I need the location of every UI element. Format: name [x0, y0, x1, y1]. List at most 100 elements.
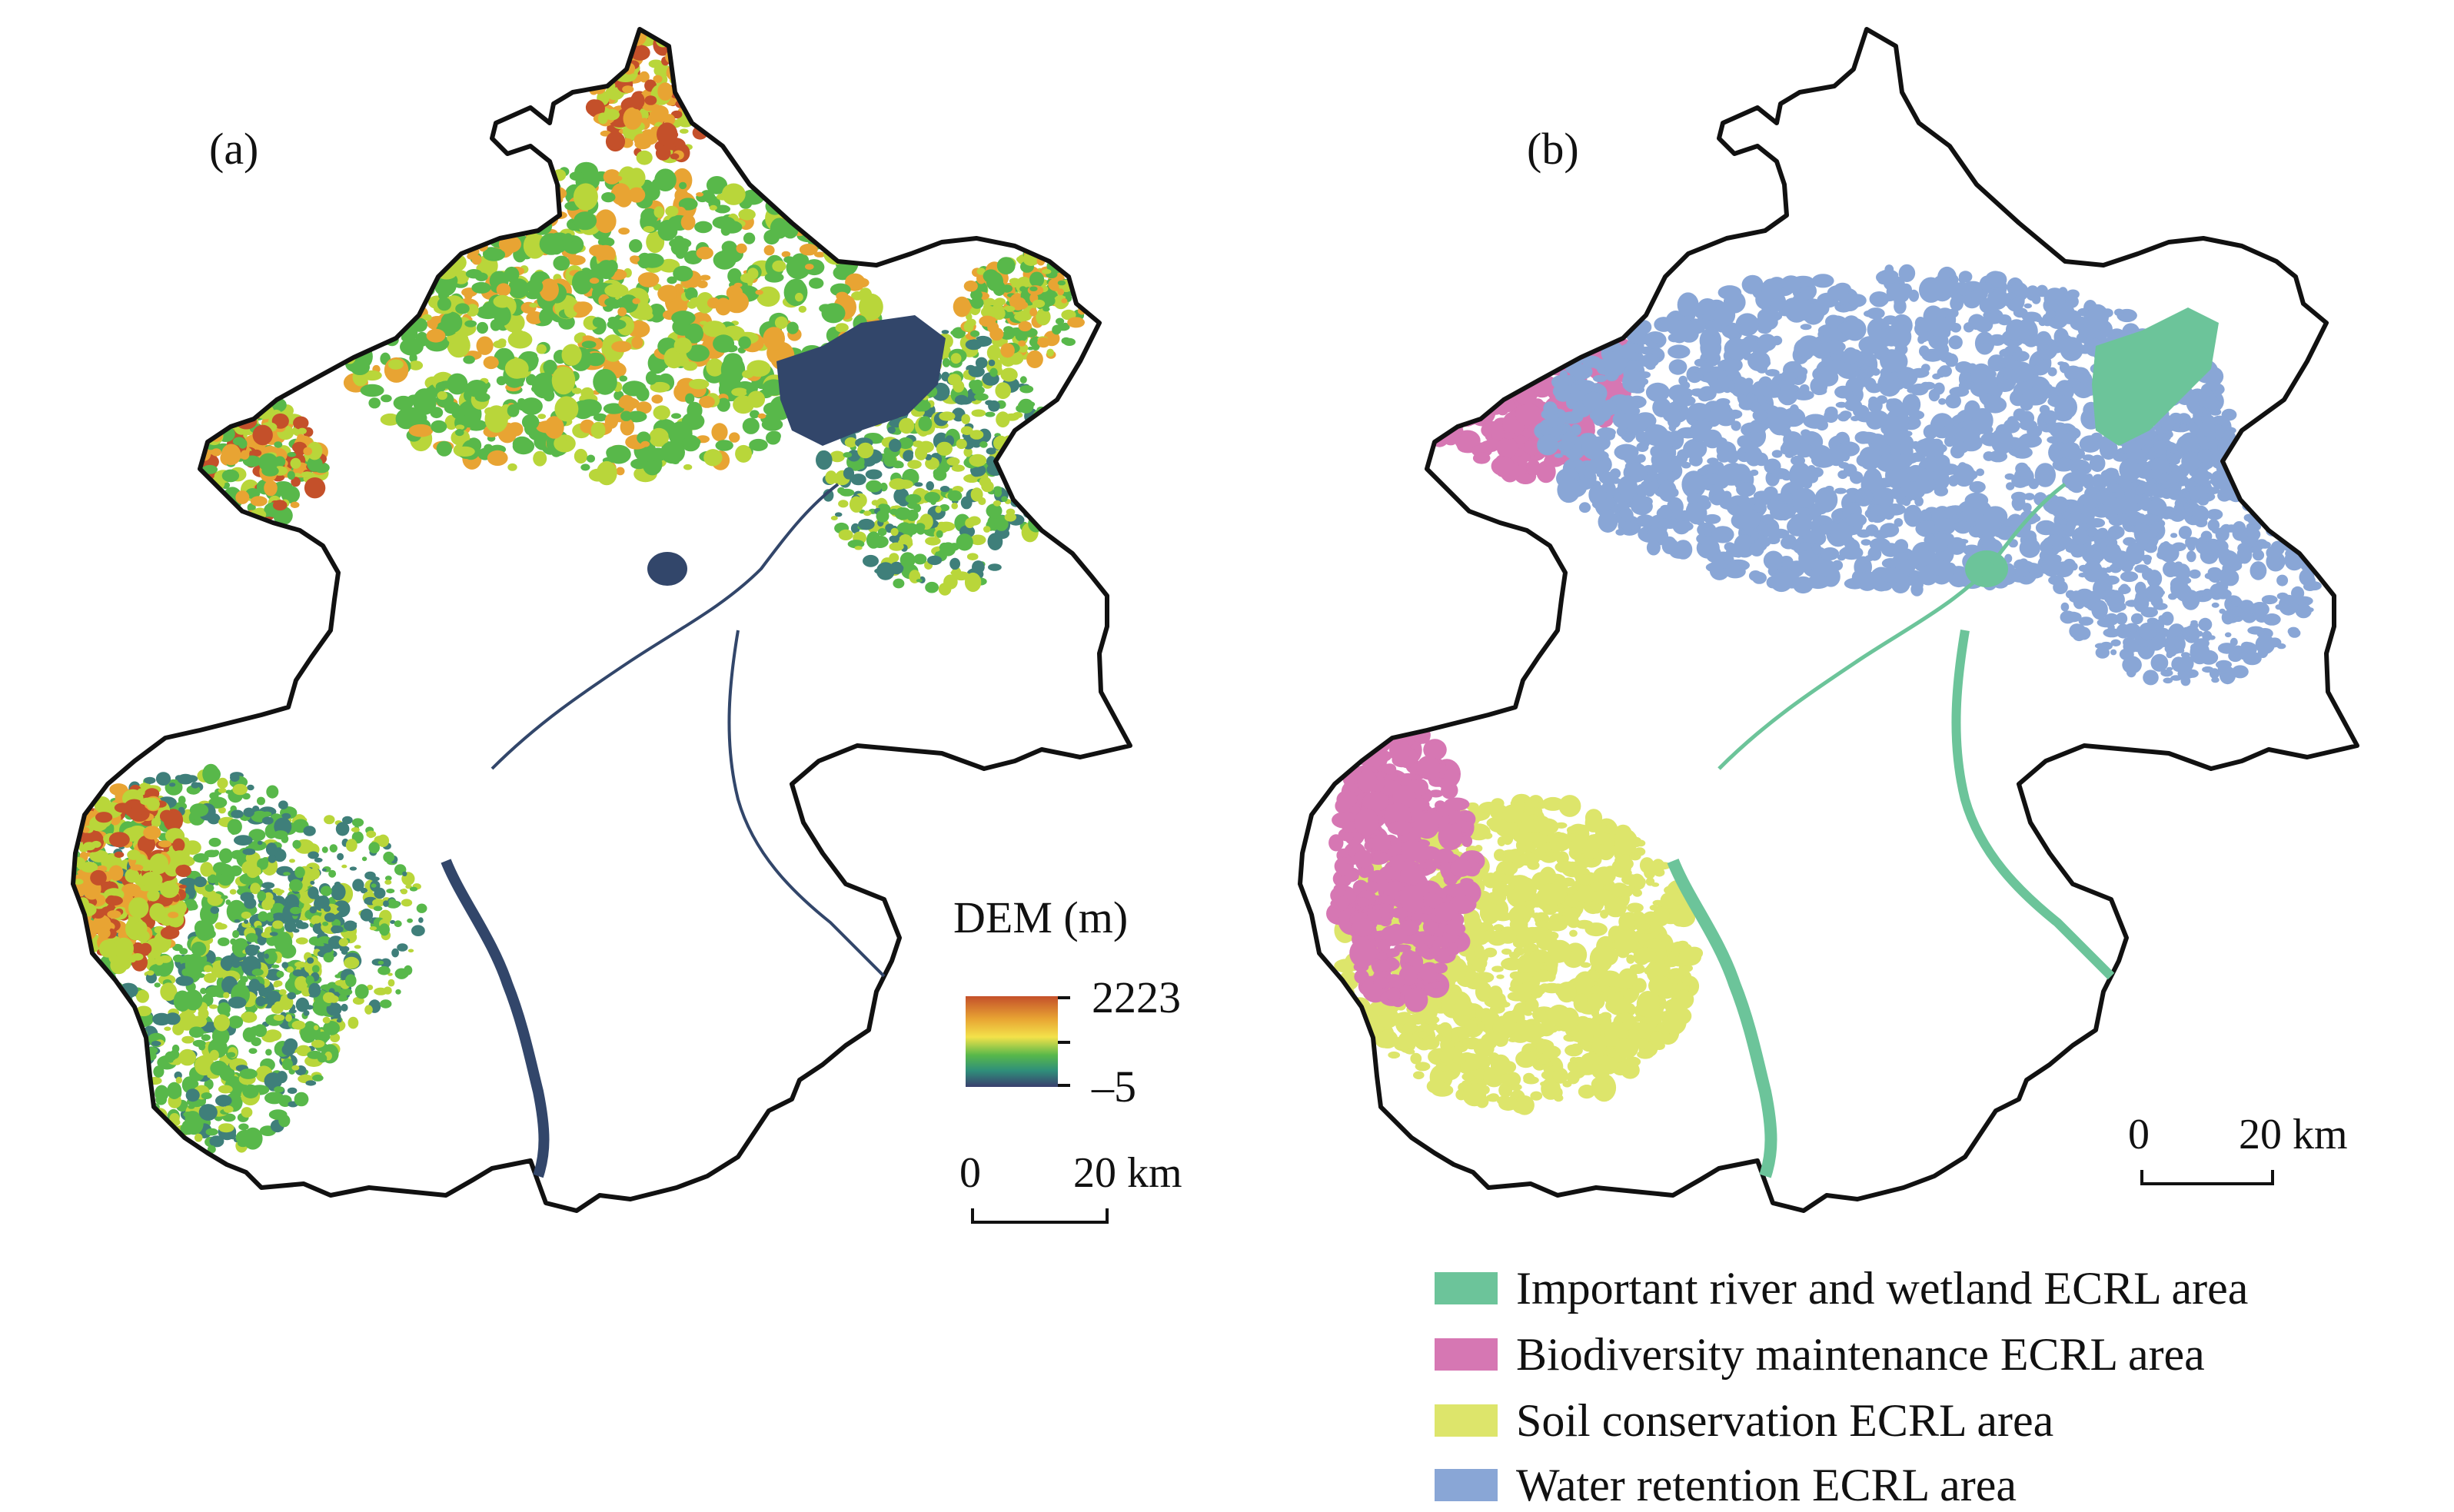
- elevation-patch: [526, 165, 546, 186]
- soil-patch: [1457, 1027, 1469, 1039]
- elevation-patch: [476, 336, 494, 355]
- elevation-patch: [596, 460, 617, 486]
- elevation-patch: [823, 489, 834, 502]
- elevation-patch: [597, 112, 608, 125]
- elevation-patch: [356, 249, 365, 254]
- elevation-patch: [890, 527, 899, 537]
- biodiversity-patch: [1526, 459, 1541, 477]
- elevation-patch: [512, 187, 527, 204]
- elevation-patch: [137, 835, 156, 853]
- elevation-patch: [375, 233, 384, 239]
- biodiversity-patch: [1272, 523, 1289, 532]
- elevation-patch: [115, 1009, 132, 1019]
- elevation-patch: [204, 849, 219, 858]
- elevation-patch: [311, 1039, 325, 1048]
- elevation-patch: [713, 334, 735, 353]
- elevation-patch: [240, 975, 248, 983]
- elevation-patch: [859, 293, 883, 321]
- biodiversity-patch: [1465, 387, 1483, 404]
- soil-patch: [1662, 1009, 1687, 1035]
- elevation-patch: [1041, 430, 1055, 438]
- elevation-patch: [309, 906, 318, 914]
- elevation-patch: [1022, 469, 1034, 481]
- elevation-patch: [950, 353, 962, 364]
- biodiversity-patch: [1546, 327, 1563, 337]
- soil-patch: [1571, 1043, 1581, 1048]
- elevation-patch: [569, 171, 584, 181]
- elevation-patch: [364, 1005, 373, 1015]
- elevation-patch: [294, 961, 307, 968]
- elevation-patch: [581, 341, 597, 349]
- soil-patch: [1552, 1067, 1568, 1084]
- elevation-patch: [1042, 269, 1052, 274]
- elevation-patch: [684, 323, 703, 344]
- elevation-patch: [101, 1012, 110, 1020]
- dem-legend-title: DEM (m): [953, 892, 1129, 942]
- elevation-patch: [387, 319, 399, 332]
- elevation-patch: [394, 268, 417, 287]
- elevation-patch: [654, 168, 677, 191]
- biodiversity-patch: [1511, 366, 1525, 380]
- elevation-patch: [252, 424, 273, 446]
- elevation-patch: [201, 1092, 210, 1099]
- elevation-patch: [700, 274, 711, 281]
- elevation-patch: [1041, 466, 1052, 479]
- soil-patch: [1413, 1071, 1425, 1080]
- elevation-patch: [987, 533, 1003, 550]
- elevation-patch: [531, 385, 543, 393]
- biodiversity-patch: [1521, 315, 1536, 329]
- elevation-patch: [377, 965, 391, 975]
- elevation-patch: [392, 233, 413, 258]
- elevation-patch: [73, 942, 76, 956]
- elevation-patch: [539, 308, 554, 325]
- elevation-patch: [238, 1123, 249, 1131]
- elevation-patch: [90, 1025, 104, 1036]
- elevation-patch: [571, 387, 582, 394]
- biodiversity-patch: [1276, 457, 1294, 478]
- elevation-patch: [325, 311, 340, 321]
- elevation-patch: [133, 1105, 148, 1115]
- elevation-patch: [98, 1039, 109, 1046]
- elevation-patch: [1011, 476, 1025, 487]
- biodiversity-patch: [1505, 311, 1527, 332]
- elevation-patch: [194, 876, 207, 888]
- soil-patch: [1539, 883, 1561, 906]
- elevation-patch: [518, 188, 544, 205]
- elevation-patch: [614, 29, 635, 48]
- biodiversity-patch: [1444, 922, 1466, 935]
- elevation-patch: [462, 189, 484, 209]
- elevation-patch: [616, 52, 627, 58]
- elevation-patch: [381, 394, 392, 403]
- biodiversity-patch: [1525, 353, 1540, 368]
- biodiversity-patch: [1374, 959, 1392, 972]
- elevation-patch: [683, 87, 700, 99]
- elevation-patch: [696, 192, 704, 197]
- elevation-patch: [335, 822, 350, 836]
- elevation-patch: [241, 911, 251, 919]
- elevation-patch: [643, 226, 655, 233]
- elevation-patch: [104, 1023, 112, 1030]
- biodiversity-patch: [1310, 488, 1321, 499]
- elevation-patch: [96, 1012, 104, 1019]
- elevation-patch: [963, 280, 978, 292]
- elevation-patch: [141, 1131, 148, 1138]
- elevation-patch: [334, 974, 342, 979]
- elevation-patch: [516, 178, 527, 184]
- soil-patch: [1498, 1096, 1518, 1111]
- elevation-patch: [556, 437, 567, 450]
- elevation-patch: [173, 1058, 181, 1065]
- soil-patch: [1554, 832, 1563, 838]
- elevation-patch: [125, 1026, 144, 1046]
- elevation-patch: [249, 1025, 268, 1035]
- elevation-patch: [1029, 286, 1038, 291]
- elevation-patch: [134, 921, 148, 935]
- elevation-patch: [702, 321, 727, 337]
- elevation-patch: [229, 1132, 237, 1140]
- elevation-patch: [952, 571, 970, 581]
- elevation-patch: [877, 528, 887, 537]
- elevation-patch: [185, 482, 203, 493]
- elevation-patch: [192, 481, 211, 499]
- elevation-patch: [680, 128, 689, 134]
- biodiversity-patch: [1531, 287, 1553, 311]
- biodiversity-patch: [1428, 317, 1454, 342]
